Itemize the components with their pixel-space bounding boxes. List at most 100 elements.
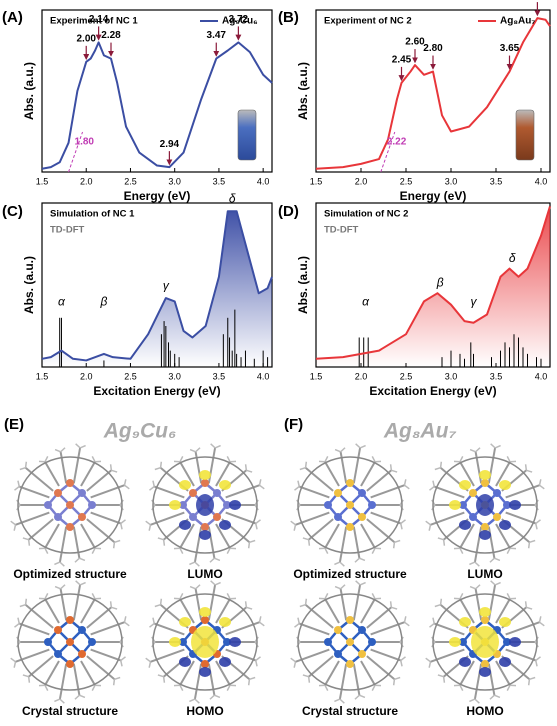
ligand-bond bbox=[74, 585, 80, 620]
structure-title: Ag₈Au₇ bbox=[383, 420, 457, 443]
x-tick-label: 3.0 bbox=[445, 371, 458, 381]
ligand-branch bbox=[54, 699, 60, 701]
annotation-label: 2.60 bbox=[405, 37, 425, 48]
ligand-branch bbox=[215, 446, 221, 448]
ligand-branch bbox=[121, 657, 126, 661]
ligand-branch bbox=[23, 538, 29, 540]
annotation-label: 2.28 bbox=[101, 30, 121, 41]
ligand-bond bbox=[154, 487, 184, 498]
ligand-bond bbox=[26, 605, 54, 628]
orbital-lobe bbox=[509, 637, 521, 647]
ligand-branch bbox=[355, 695, 359, 699]
ligand-branch bbox=[246, 601, 247, 607]
peak-greek-label: α bbox=[58, 295, 66, 309]
ligand-branch bbox=[149, 624, 154, 628]
molecule-image bbox=[146, 444, 265, 566]
peak-greek-label: α bbox=[362, 295, 370, 309]
ligand-branch bbox=[14, 487, 19, 491]
x-tick-label: 4.0 bbox=[257, 371, 270, 381]
x-tick-label: 3.5 bbox=[213, 176, 226, 186]
panel-subtitle: TD-DFT bbox=[324, 225, 358, 236]
metal-atom bbox=[66, 616, 74, 624]
ligand-bond bbox=[340, 664, 346, 699]
metal-atom bbox=[358, 513, 366, 521]
ligand-branch bbox=[121, 660, 122, 666]
metal-atom bbox=[78, 513, 86, 521]
ligand-branch bbox=[491, 581, 495, 585]
metal-atom bbox=[66, 501, 74, 509]
ligand-branch bbox=[75, 695, 79, 699]
plot-frame bbox=[316, 10, 550, 172]
ligand-branch bbox=[189, 699, 195, 701]
ligand-branch bbox=[494, 558, 500, 560]
ligand-branch bbox=[161, 599, 162, 605]
orbital-lobe bbox=[179, 657, 191, 667]
annotation-label: 2.45 bbox=[392, 55, 412, 66]
peak-greek-label: γ bbox=[163, 278, 170, 292]
ligand-branch bbox=[164, 540, 165, 546]
ligand-branch bbox=[155, 605, 161, 607]
structure-caption: Crystal structure bbox=[22, 704, 118, 718]
orbital-lobe bbox=[459, 657, 471, 667]
panel-subtitle: TD-DFT bbox=[50, 225, 84, 236]
ligand-branch bbox=[469, 699, 475, 701]
orbital-lobe bbox=[169, 637, 181, 647]
panel-label: (D) bbox=[278, 203, 299, 220]
ligand-branch bbox=[158, 675, 164, 677]
ligand-branch bbox=[121, 523, 122, 529]
ligand-branch bbox=[394, 540, 400, 542]
orbital-lobe bbox=[179, 480, 191, 490]
orbital-lobe bbox=[199, 530, 211, 540]
orbital-lobe bbox=[471, 626, 499, 658]
ligand-branch bbox=[79, 558, 85, 560]
ligand-branch bbox=[291, 521, 296, 525]
ligand-branch bbox=[540, 616, 541, 622]
x-tick-label: 2.0 bbox=[80, 371, 93, 381]
ligand-bond bbox=[19, 624, 49, 635]
spectrum-line bbox=[316, 18, 550, 169]
ligand-branch bbox=[249, 542, 250, 548]
ligand-bond bbox=[309, 519, 334, 540]
ligand-branch bbox=[149, 487, 154, 491]
ligand-branch bbox=[391, 601, 392, 607]
ligand-branch bbox=[470, 587, 476, 589]
ligand-branch bbox=[260, 479, 261, 485]
ligand-bond bbox=[325, 661, 339, 685]
structure-caption: HOMO bbox=[466, 704, 503, 718]
annotation-label: 2.94 bbox=[160, 139, 180, 150]
ligand-branch bbox=[355, 558, 359, 562]
metal-atom bbox=[358, 626, 366, 634]
ligand-branch bbox=[298, 481, 299, 487]
metal-atom bbox=[358, 489, 366, 497]
ligand-branch bbox=[405, 479, 406, 485]
ligand-bond bbox=[81, 524, 95, 548]
ligand-branch bbox=[146, 658, 151, 662]
ligand-bond bbox=[367, 656, 395, 679]
ligand-branch bbox=[334, 562, 340, 564]
metal-atom bbox=[54, 650, 62, 658]
ligand-branch bbox=[426, 658, 431, 662]
ligand-branch bbox=[359, 695, 365, 697]
peak-greek-label: β bbox=[99, 295, 107, 309]
x-tick-label: 3.0 bbox=[168, 176, 181, 186]
ligand-bond bbox=[87, 470, 112, 491]
annotation-label: 2.00 bbox=[76, 33, 96, 44]
ligand-branch bbox=[60, 562, 64, 566]
metal-atom bbox=[324, 638, 332, 646]
ligand-bond bbox=[60, 527, 66, 562]
ligand-branch bbox=[23, 675, 29, 677]
orbital-lobe bbox=[219, 657, 231, 667]
x-tick-label: 2.5 bbox=[124, 176, 137, 186]
structure-caption: HOMO bbox=[186, 704, 223, 718]
metal-atom bbox=[213, 513, 221, 521]
peak-greek-label: δ bbox=[229, 191, 236, 205]
ligand-branch bbox=[391, 464, 392, 470]
orbital-lobe bbox=[499, 617, 511, 627]
ligand-branch bbox=[249, 679, 250, 685]
orbital-lobe bbox=[179, 520, 191, 530]
ligand-branch bbox=[20, 468, 26, 470]
ligand-bond bbox=[306, 605, 334, 628]
x-axis-label: Energy (eV) bbox=[400, 189, 467, 203]
x-tick-label: 2.5 bbox=[124, 371, 137, 381]
ligand-branch bbox=[341, 585, 345, 589]
